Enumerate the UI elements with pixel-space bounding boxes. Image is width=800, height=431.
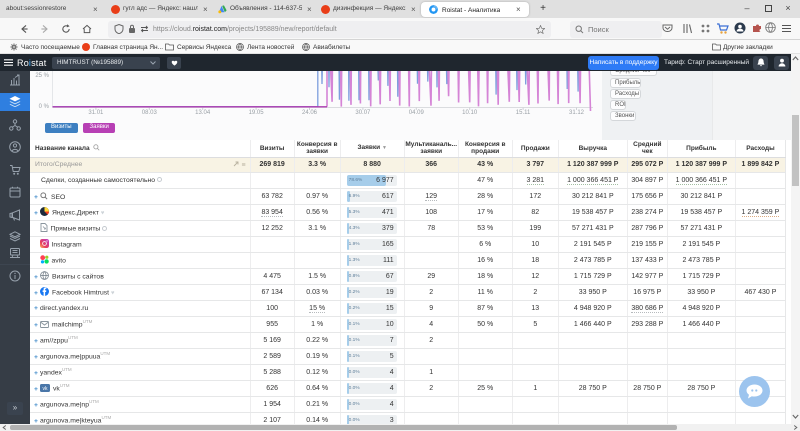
svg-text:vk: vk bbox=[42, 386, 48, 392]
